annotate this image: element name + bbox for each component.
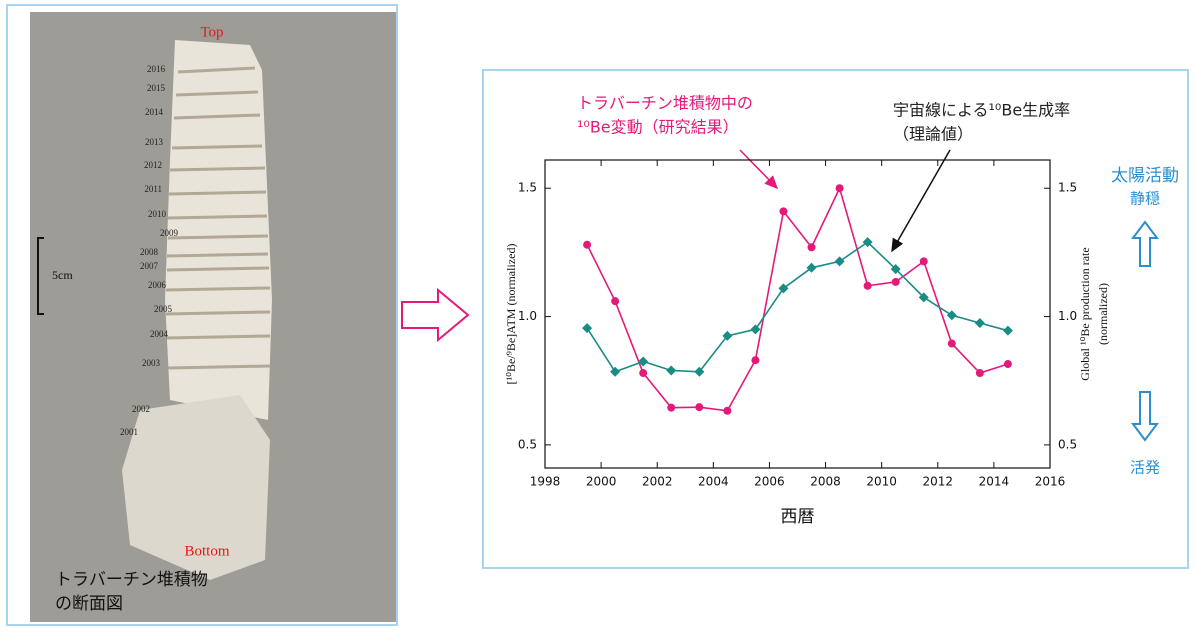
chart-frame [482,69,1189,569]
point [611,297,620,306]
y2-axis-label: (normalized) [1096,283,1110,345]
x-tick-label: 2000 [586,475,617,489]
year-label: 2011 [144,184,162,194]
y-tick-label: 0.5 [518,437,537,451]
x-tick-label: 2010 [866,475,897,489]
year-label: 2016 [147,64,166,74]
point [638,356,649,367]
arrow [401,287,470,343]
down-arrow [1131,391,1159,442]
year-label: 2004 [150,329,169,339]
point [1002,325,1013,336]
point [778,283,789,294]
point [1003,360,1012,369]
series-line [586,185,1009,412]
year-label: 2008 [140,247,159,257]
point [582,323,593,334]
annotation: トラバーチン堆積物中の [577,94,753,113]
point [723,406,732,415]
annotation-arrow [739,149,779,190]
point [863,281,872,290]
point [862,237,873,248]
side-active: 活発 [1130,459,1160,477]
point [835,184,844,193]
point [610,366,621,377]
annotation: 宇宙線による¹⁰Be生成率 [893,101,1070,120]
point [694,366,705,377]
photo-bottom: Bottom [184,543,229,559]
point [583,240,592,249]
year-label: 2015 [147,83,166,93]
annotation-arrow [891,149,951,253]
photo [30,12,396,622]
x-tick-label: 2014 [979,475,1010,489]
year-label: 2014 [145,107,164,117]
x-tick-label: 1998 [530,475,561,489]
y2-axis-label: Global ¹⁰Be production rate [1078,247,1092,380]
x-tick-label: 2016 [1035,475,1066,489]
x-tick-label: 2004 [698,475,729,489]
year-label: 2010 [148,209,167,219]
photo-caption: トラバーチン堆積物 [55,570,208,590]
point [834,256,845,267]
point [891,277,900,286]
y2-tick-label: 1.5 [1058,181,1077,195]
point [639,369,648,378]
point [806,262,817,273]
year-label: 2003 [142,358,161,368]
point [947,339,956,348]
point [807,243,816,252]
point [751,356,760,365]
photo-frame [6,4,398,626]
scale-label: 5cm [52,268,73,282]
x-tick-label: 2008 [810,475,841,489]
x-axis-label: 西暦 [781,507,815,527]
plot-area [544,159,1051,469]
point [918,292,929,303]
x-tick-label: 2012 [923,475,954,489]
point [890,264,901,275]
side-quiet: 静穏 [1130,190,1160,208]
annotation: （理論値） [893,125,973,144]
point [919,257,928,266]
annotation: ¹⁰Be変動（研究結果） [577,118,739,137]
year-label: 2013 [145,137,164,147]
point [695,403,704,412]
y-tick-label: 1.0 [518,309,537,323]
x-tick-label: 2002 [642,475,673,489]
side-title: 太陽活動 [1111,166,1179,186]
photo-top: Top [200,24,223,40]
year-label: 2009 [160,228,179,238]
y2-tick-label: 1.0 [1058,309,1077,323]
photo-caption: の断面図 [55,594,123,614]
y-axis-label: [¹⁰Be/⁹Be]ATM (normalized) [504,244,518,385]
point [779,207,788,216]
year-label: 2012 [144,160,162,170]
y2-tick-label: 0.5 [1058,437,1077,451]
point [722,330,733,341]
point [975,369,984,378]
point [750,324,761,335]
year-label: 2001 [120,427,138,437]
y-tick-label: 1.5 [518,181,537,195]
point [946,310,957,321]
year-label: 2007 [140,261,159,271]
point [974,317,985,328]
series-line [586,241,1009,373]
year-label: 2005 [154,304,173,314]
point [667,403,676,412]
point [666,365,677,376]
up-arrow [1131,220,1159,267]
x-tick-label: 2006 [754,475,785,489]
year-label: 2006 [148,280,167,290]
year-label: 2002 [132,404,150,414]
